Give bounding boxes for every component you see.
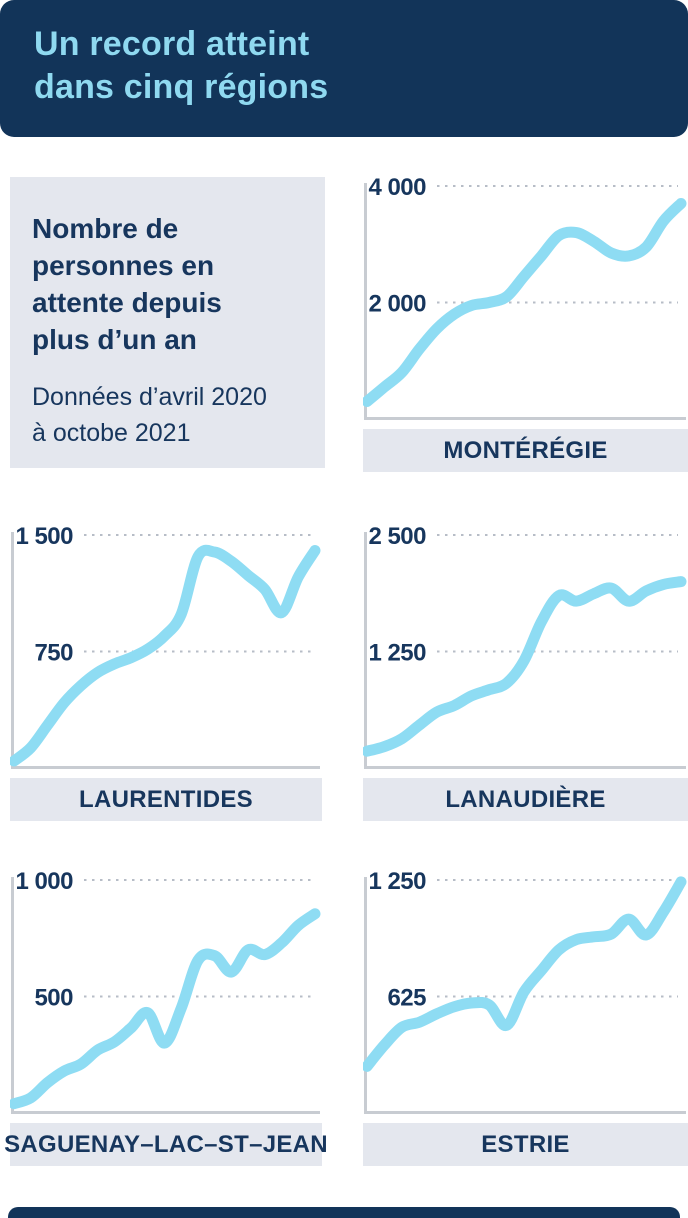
chart-lanaudiere-label: LANAUDIÈRE bbox=[363, 778, 688, 821]
chart-estrie-label: ESTRIE bbox=[363, 1123, 688, 1166]
chart-laurentides-label: LAURENTIDES bbox=[10, 778, 322, 821]
info-subtitle-line: à octobe 2021 bbox=[32, 419, 191, 447]
info-title-line: Nombre de bbox=[32, 213, 179, 244]
svg-text:1 250: 1 250 bbox=[368, 640, 426, 667]
chart-saguenay-lac-st-jean: 1 000 500 SAGUENAY–LAC–ST–JEAN bbox=[4, 871, 328, 1166]
chart-saguenay-lac-st-jean-label: SAGUENAY–LAC–ST–JEAN bbox=[4, 1123, 328, 1166]
info-panel-subtitle: Données d’avril 2020 à octobe 2021 bbox=[32, 379, 325, 451]
chart-laurentides: 1 500 750 LAURENTIDES bbox=[10, 526, 322, 821]
svg-text:500: 500 bbox=[34, 985, 73, 1012]
chart-estrie: 1 250 625 ESTRIE bbox=[363, 871, 688, 1166]
chart-estrie-plot: 1 250 625 bbox=[363, 871, 688, 1117]
svg-text:1 000: 1 000 bbox=[15, 871, 73, 895]
region-label: ESTRIE bbox=[481, 1130, 570, 1158]
region-label: LANAUDIÈRE bbox=[445, 785, 606, 813]
info-subtitle-line: Données d’avril 2020 bbox=[32, 383, 267, 411]
info-title-line: attente depuis bbox=[32, 287, 222, 318]
chart-lanaudiere-plot: 2 500 1 250 bbox=[363, 526, 688, 772]
info-panel: Nombre de personnes en attente depuis pl… bbox=[10, 177, 325, 468]
chart-saguenay-lac-st-jean-plot: 1 000 500 bbox=[10, 871, 322, 1117]
svg-text:2 000: 2 000 bbox=[368, 291, 426, 318]
info-panel-title: Nombre de personnes en attente depuis pl… bbox=[32, 210, 325, 358]
region-label: SAGUENAY–LAC–ST–JEAN bbox=[4, 1130, 328, 1158]
page-title-line-2: dans cinq régions bbox=[34, 68, 329, 106]
info-title-line: plus d’un an bbox=[32, 324, 197, 355]
svg-text:4 000: 4 000 bbox=[368, 177, 426, 201]
page-title-line-1: Un record atteint bbox=[34, 25, 310, 63]
svg-text:2 500: 2 500 bbox=[368, 526, 426, 550]
chart-monteregie-plot: 4 000 2 000 bbox=[363, 177, 688, 423]
region-label: MONTÉRÉGIE bbox=[443, 436, 608, 464]
chart-lanaudiere: 2 500 1 250 LANAUDIÈRE bbox=[363, 526, 688, 821]
chart-monteregie-label: MONTÉRÉGIE bbox=[363, 429, 688, 472]
svg-text:750: 750 bbox=[34, 640, 73, 667]
svg-text:625: 625 bbox=[387, 985, 426, 1012]
bottom-bar bbox=[8, 1207, 680, 1218]
region-label: LAURENTIDES bbox=[79, 785, 253, 813]
svg-text:1 250: 1 250 bbox=[368, 871, 426, 895]
svg-text:1 500: 1 500 bbox=[15, 526, 73, 550]
info-title-line: personnes en bbox=[32, 250, 215, 281]
chart-monteregie: 4 000 2 000 MONTÉRÉGIE bbox=[363, 177, 688, 472]
page-title: Un record atteint dans cinq régions bbox=[34, 23, 688, 109]
chart-laurentides-plot: 1 500 750 bbox=[10, 526, 322, 772]
header-banner: Un record atteint dans cinq régions bbox=[0, 0, 688, 137]
